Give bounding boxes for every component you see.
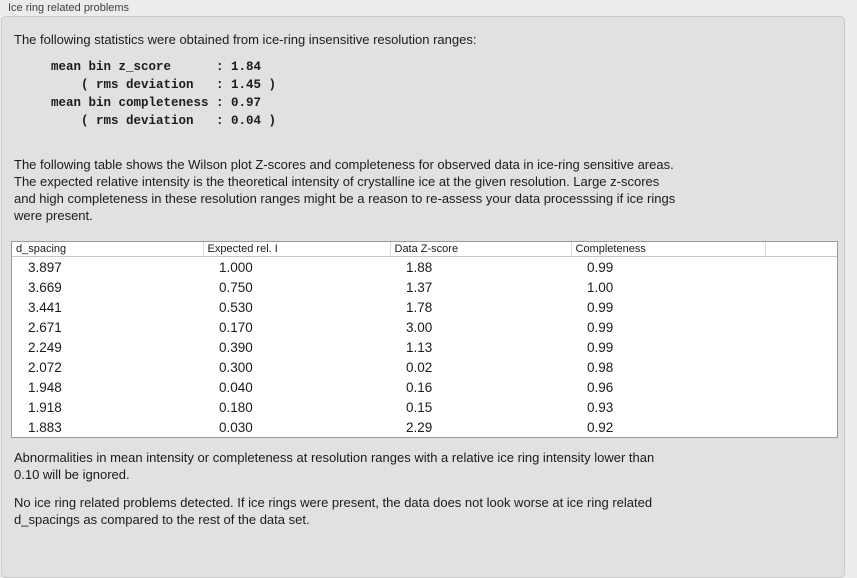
- table-cell: 0.750: [219, 279, 253, 295]
- ignore-note-text: Abnormalities in mean intensity or compl…: [14, 450, 655, 482]
- table-row[interactable]: 3.441 0.530 1.78 0.99: [12, 297, 837, 317]
- table-cell: 1.948: [28, 379, 62, 395]
- table-cell: 0.530: [219, 299, 253, 315]
- table-cell: 0.99: [587, 259, 614, 275]
- table-cell: 0.98: [587, 359, 614, 375]
- table-cell: 0.96: [587, 379, 614, 395]
- table-header-row: d_spacing Expected rel. I Data Z-score Comp…: [12, 242, 837, 257]
- table-cell: [765, 357, 837, 377]
- table-cell: 1.37: [406, 279, 433, 295]
- table-cell: [765, 257, 837, 278]
- table-cell: 1.918: [28, 399, 62, 415]
- table-cell: 0.93: [587, 399, 614, 415]
- table-row[interactable]: 3.669 0.750 1.37 1.00: [12, 277, 837, 297]
- table-row[interactable]: 2.671 0.170 3.00 0.99: [12, 317, 837, 337]
- table-cell: 0.99: [587, 319, 614, 335]
- table-cell: 1.00: [587, 279, 614, 295]
- table-cell: 2.072: [28, 359, 62, 375]
- table-cell: 2.29: [406, 419, 433, 435]
- table-cell: 3.669: [28, 279, 62, 295]
- table-row[interactable]: 1.948 0.040 0.16 0.96: [12, 377, 837, 397]
- table-cell: 0.180: [219, 399, 253, 415]
- table-cell: 3.897: [28, 259, 62, 275]
- table-cell: [765, 397, 837, 417]
- table-cell: 1.883: [28, 419, 62, 435]
- table-cell: 0.99: [587, 299, 614, 315]
- table-cell: 0.030: [219, 419, 253, 435]
- panel-title: Ice ring related problems: [8, 2, 130, 14]
- table-cell: 0.390: [219, 339, 253, 355]
- table-cell: 1.78: [406, 299, 433, 315]
- table-row[interactable]: 1.883 0.030 2.29 0.92: [12, 417, 837, 437]
- table-row[interactable]: 2.249 0.390 1.13 0.99: [12, 337, 837, 357]
- table-cell: [765, 277, 837, 297]
- column-header[interactable]: Expected rel. I: [203, 242, 391, 257]
- table-cell: 0.16: [406, 379, 433, 395]
- table-cell: 0.02: [406, 359, 433, 375]
- table-cell: 3.00: [406, 319, 433, 335]
- ice-ring-table: d_spacing Expected rel. I Data Z-score Comp…: [12, 242, 837, 437]
- table-cell: 1.13: [406, 339, 433, 355]
- table-description-text: The following table shows the Wilson plo…: [14, 157, 676, 223]
- stats-summary-block: mean bin z_score : 1.84 ( rms deviation …: [51, 60, 277, 128]
- column-header[interactable]: d_spacing: [12, 242, 204, 257]
- ice-ring-panel: The following statistics were obtained f…: [1, 16, 845, 578]
- table-cell: [765, 297, 837, 317]
- table-row[interactable]: 2.072 0.300 0.02 0.98: [12, 357, 837, 377]
- column-header[interactable]: Completeness: [571, 242, 766, 257]
- table-cell: 0.170: [219, 319, 253, 335]
- table-cell: [765, 317, 837, 337]
- stats-intro-text: The following statistics were obtained f…: [14, 32, 477, 47]
- table-row[interactable]: 1.918 0.180 0.15 0.93: [12, 397, 837, 417]
- table-cell: 0.92: [587, 419, 614, 435]
- table-cell: 3.441: [28, 299, 62, 315]
- table-cell: 0.040: [219, 379, 253, 395]
- table-cell: 0.300: [219, 359, 253, 375]
- column-header[interactable]: Data Z-score: [390, 242, 572, 257]
- table-cell: 1.88: [406, 259, 433, 275]
- table-cell: 2.671: [28, 319, 62, 335]
- table-cell: [765, 337, 837, 357]
- ice-ring-table-container: d_spacing Expected rel. I Data Z-score Comp…: [11, 241, 838, 438]
- table-row[interactable]: 3.897 1.000 1.88 0.99: [12, 257, 837, 278]
- table-cell: [765, 377, 837, 397]
- table-cell: 0.99: [587, 339, 614, 355]
- conclusion-text: No ice ring related problems detected. I…: [14, 495, 653, 527]
- table-cell: 1.000: [219, 259, 253, 275]
- table-cell: 0.15: [406, 399, 433, 415]
- table-cell: [765, 417, 837, 437]
- table-cell: 2.249: [28, 339, 62, 355]
- column-header[interactable]: [765, 242, 837, 257]
